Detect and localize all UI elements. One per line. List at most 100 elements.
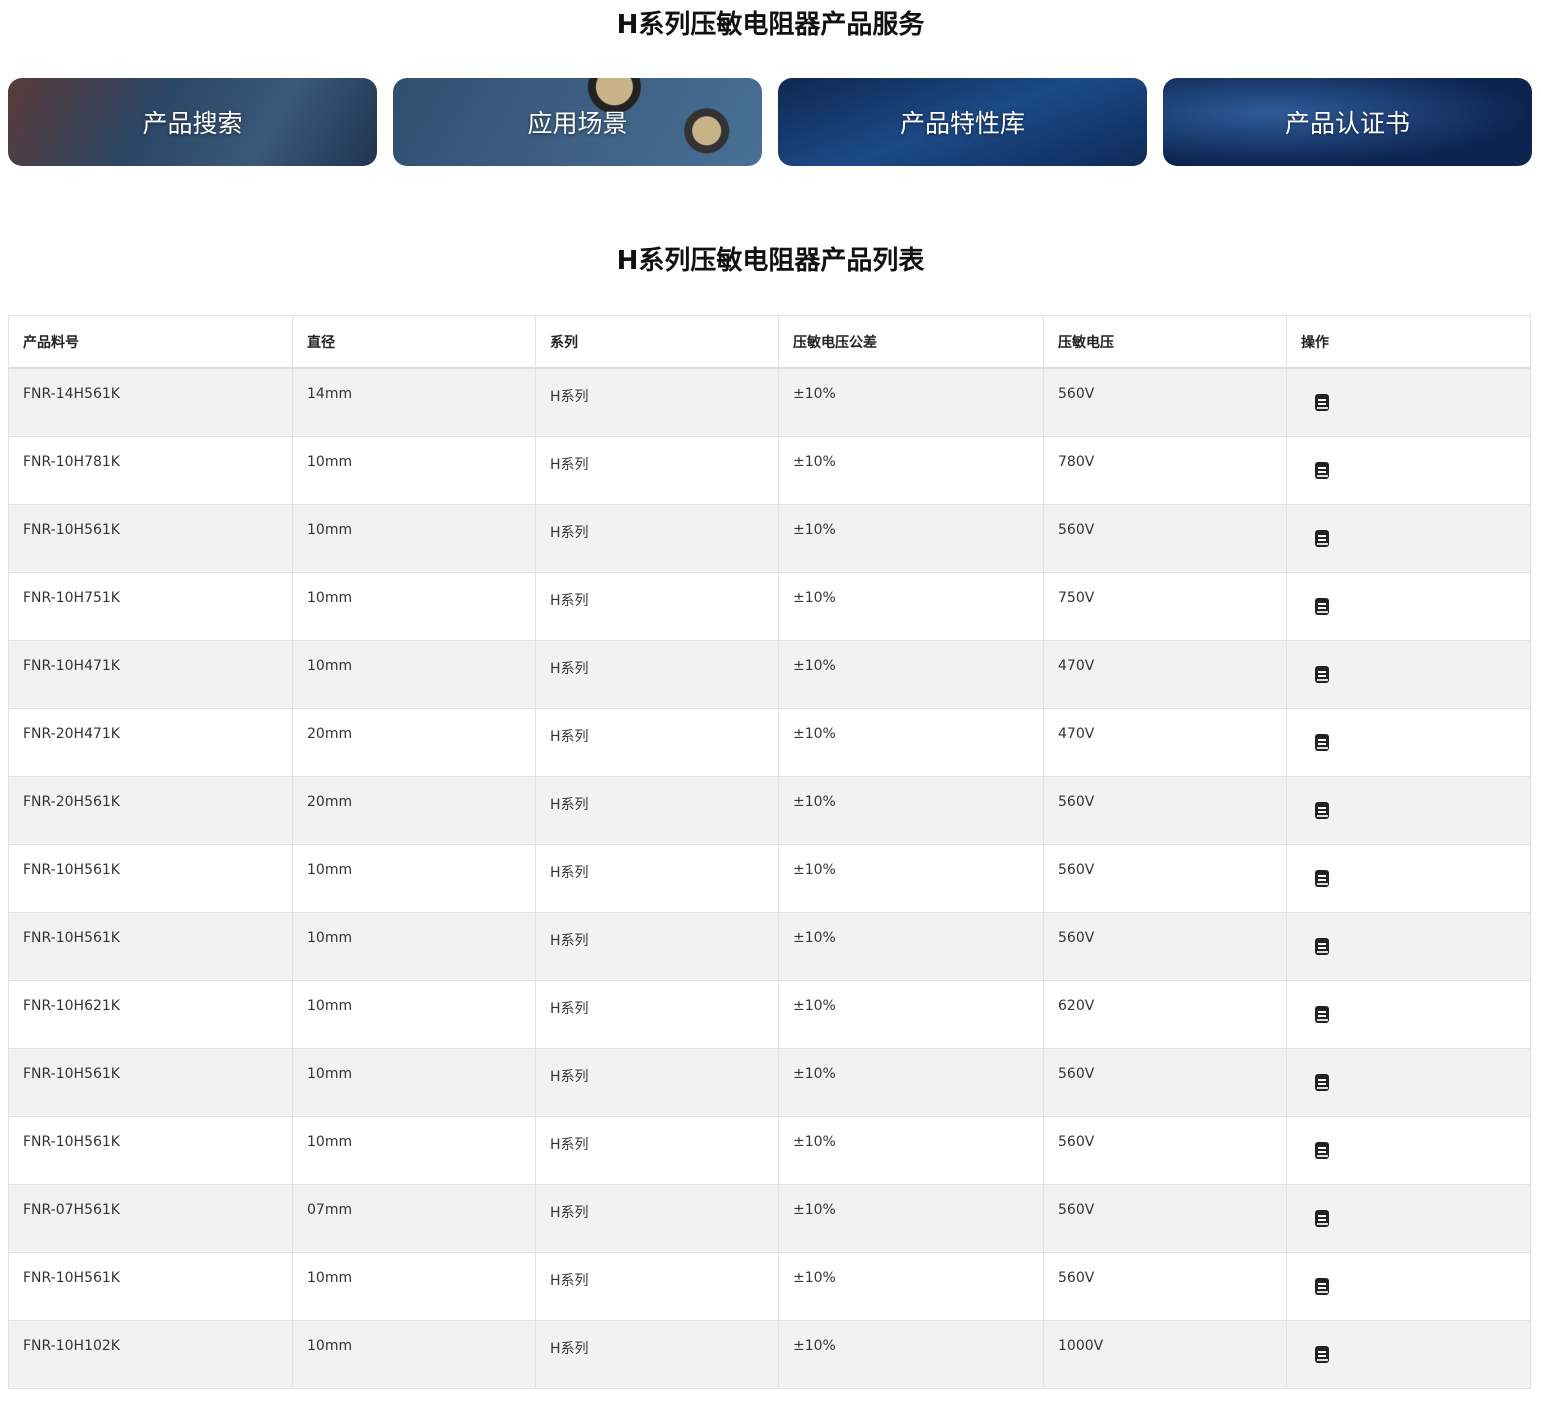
cell-series: H系列 (535, 1115, 779, 1185)
cell-voltage: 560V (1043, 1115, 1287, 1185)
product-search-card[interactable]: 产品搜索 (8, 78, 377, 166)
cell-tolerance: ±10% (778, 843, 1044, 913)
certificate-card[interactable]: 产品认证书 (1163, 78, 1532, 166)
book-icon[interactable] (1315, 733, 1329, 751)
cell-action (1286, 367, 1531, 437)
cell-tolerance: ±10% (778, 367, 1044, 437)
cell-series: H系列 (535, 639, 779, 709)
book-icon[interactable] (1315, 1073, 1329, 1091)
cell-part-number: FNR-10H781K (8, 435, 293, 505)
cell-tolerance: ±10% (778, 1183, 1044, 1253)
cell-series: H系列 (535, 367, 779, 437)
cell-series: H系列 (535, 503, 779, 573)
book-icon[interactable] (1315, 869, 1329, 887)
table-header: 产品料号 直径 系列 压敏电压公差 压敏电压 操作 (8, 315, 1531, 369)
service-cards: 产品搜索 应用场景 产品特性库 产品认证书 (8, 78, 1532, 166)
table-row: FNR-10H561K 10mm H系列 ±10% 560V (8, 1047, 1531, 1117)
book-icon[interactable] (1315, 1209, 1329, 1227)
cell-action (1286, 571, 1531, 641)
cell-tolerance: ±10% (778, 775, 1044, 845)
cell-voltage: 780V (1043, 435, 1287, 505)
book-icon[interactable] (1315, 937, 1329, 955)
book-icon[interactable] (1315, 597, 1329, 615)
cell-diameter: 10mm (292, 843, 536, 913)
cell-diameter: 10mm (292, 1047, 536, 1117)
cell-diameter: 10mm (292, 639, 536, 709)
cell-part-number: FNR-10H471K (8, 639, 293, 709)
cell-series: H系列 (535, 707, 779, 777)
table-row: FNR-10H102K 10mm H系列 ±10% 1000V (8, 1319, 1531, 1389)
cell-voltage: 560V (1043, 367, 1287, 437)
characteristics-card[interactable]: 产品特性库 (778, 78, 1147, 166)
cell-part-number: FNR-10H561K (8, 1115, 293, 1185)
cell-voltage: 560V (1043, 775, 1287, 845)
cell-voltage: 560V (1043, 503, 1287, 573)
cell-action (1286, 503, 1531, 573)
cell-action (1286, 639, 1531, 709)
cell-action (1286, 1115, 1531, 1185)
cell-diameter: 10mm (292, 435, 536, 505)
cell-series: H系列 (535, 843, 779, 913)
cell-part-number: FNR-14H561K (8, 367, 293, 437)
book-icon[interactable] (1315, 1005, 1329, 1023)
book-icon[interactable] (1315, 394, 1329, 411)
cell-series: H系列 (535, 571, 779, 641)
col-part-number: 产品料号 (8, 315, 293, 369)
application-card[interactable]: 应用场景 (393, 78, 762, 166)
cell-action (1286, 979, 1531, 1049)
cell-part-number: FNR-10H561K (8, 1047, 293, 1117)
cell-action (1286, 435, 1531, 505)
cell-voltage: 560V (1043, 1047, 1287, 1117)
cell-voltage: 560V (1043, 843, 1287, 913)
book-icon[interactable] (1315, 529, 1329, 547)
cell-diameter: 07mm (292, 1183, 536, 1253)
cell-diameter: 10mm (292, 979, 536, 1049)
cell-tolerance: ±10% (778, 435, 1044, 505)
table-row: FNR-20H561K 20mm H系列 ±10% 560V (8, 775, 1531, 845)
cell-voltage: 470V (1043, 639, 1287, 709)
cell-action (1286, 707, 1531, 777)
cell-diameter: 10mm (292, 911, 536, 981)
cell-part-number: FNR-10H621K (8, 979, 293, 1049)
book-icon[interactable] (1315, 1345, 1329, 1363)
cell-series: H系列 (535, 979, 779, 1049)
table-row: FNR-14H561K 14mm H系列 ±10% 560V (8, 367, 1531, 437)
cell-tolerance: ±10% (778, 979, 1044, 1049)
book-icon[interactable] (1315, 461, 1329, 479)
table-row: FNR-10H561K 10mm H系列 ±10% 560V (8, 1251, 1531, 1321)
cell-part-number: FNR-10H561K (8, 503, 293, 573)
table-row: FNR-10H561K 10mm H系列 ±10% 560V (8, 503, 1531, 573)
table-row: FNR-10H561K 10mm H系列 ±10% 560V (8, 911, 1531, 981)
cell-series: H系列 (535, 1319, 779, 1389)
cell-series: H系列 (535, 1183, 779, 1253)
cell-series: H系列 (535, 1047, 779, 1117)
cell-voltage: 560V (1043, 911, 1287, 981)
cell-series: H系列 (535, 911, 779, 981)
cell-voltage: 620V (1043, 979, 1287, 1049)
book-icon[interactable] (1315, 665, 1329, 683)
cell-diameter: 10mm (292, 1319, 536, 1389)
table-row: FNR-10H751K 10mm H系列 ±10% 750V (8, 571, 1531, 641)
cell-voltage: 470V (1043, 707, 1287, 777)
cell-part-number: FNR-10H751K (8, 571, 293, 641)
cell-voltage: 560V (1043, 1251, 1287, 1321)
cell-tolerance: ±10% (778, 571, 1044, 641)
cell-action (1286, 911, 1531, 981)
book-icon[interactable] (1315, 801, 1329, 819)
cell-diameter: 10mm (292, 1251, 536, 1321)
cell-voltage: 750V (1043, 571, 1287, 641)
table-row: FNR-10H621K 10mm H系列 ±10% 620V (8, 979, 1531, 1049)
col-diameter: 直径 (292, 315, 536, 369)
services-title: H系列压敏电阻器产品服务 (616, 10, 925, 40)
cell-diameter: 10mm (292, 571, 536, 641)
cell-tolerance: ±10% (778, 911, 1044, 981)
book-icon[interactable] (1315, 1277, 1329, 1295)
cell-action (1286, 1251, 1531, 1321)
cell-action (1286, 843, 1531, 913)
cell-diameter: 14mm (292, 367, 536, 437)
cell-tolerance: ±10% (778, 1115, 1044, 1185)
col-series: 系列 (535, 315, 779, 369)
cell-tolerance: ±10% (778, 1047, 1044, 1117)
book-icon[interactable] (1315, 1141, 1329, 1159)
cell-diameter: 20mm (292, 775, 536, 845)
